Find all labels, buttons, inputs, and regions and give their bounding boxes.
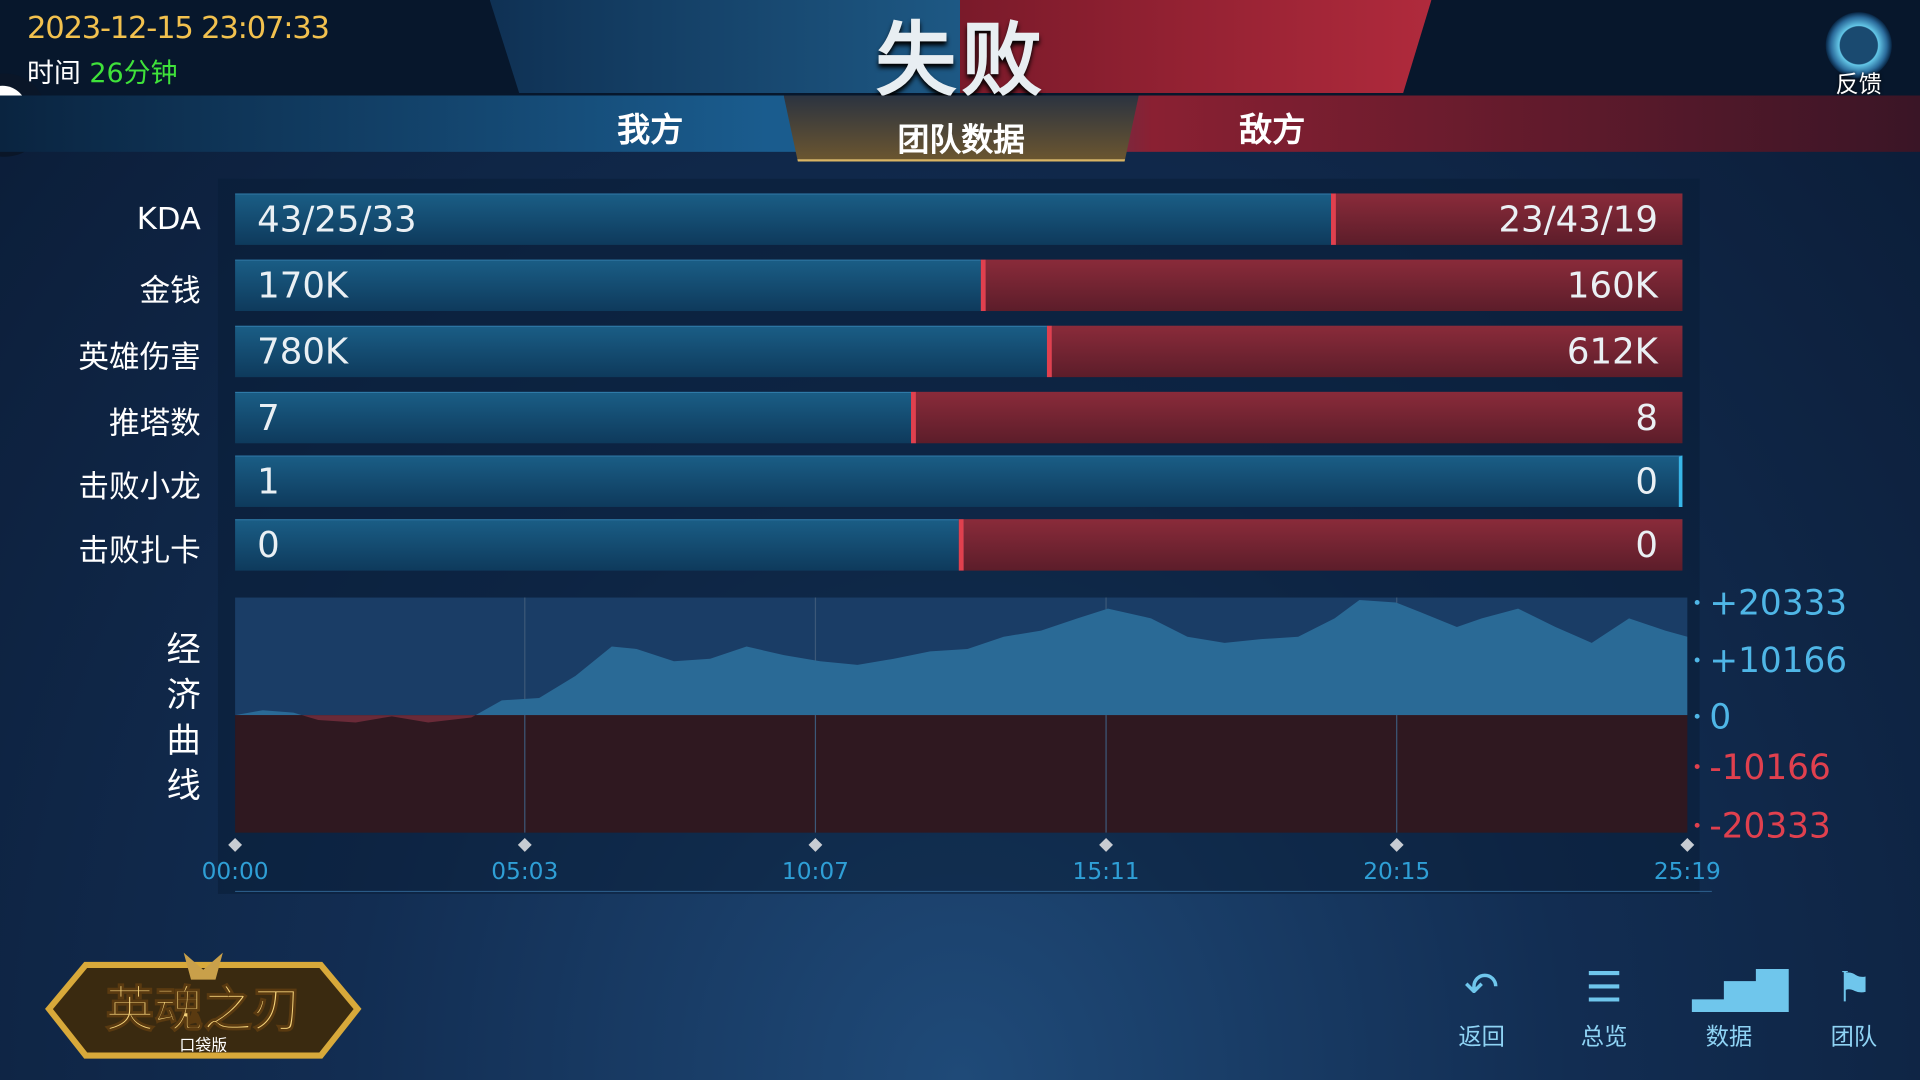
enemy-value: 23/43/19	[1498, 198, 1658, 241]
match-duration: 时间 26分钟	[27, 51, 178, 90]
y-tick-label: 0	[1709, 698, 1731, 738]
negative-region	[235, 715, 1688, 833]
stat-label: 金钱	[139, 273, 201, 309]
ours-value: 1	[257, 460, 280, 503]
nav-label: 返回	[1458, 1023, 1505, 1051]
ours-fill	[235, 259, 981, 312]
result-title: 失败	[875, 13, 1047, 108]
x-tick-marker	[1099, 837, 1113, 852]
enemy-value: 160K	[1566, 264, 1658, 307]
title-banner-right	[960, 0, 1432, 94]
nav-back-arrow-button[interactable]: ↶ 返回	[1445, 965, 1518, 1052]
enemy-fill	[1330, 193, 1683, 245]
nav-label: 团队	[1830, 1023, 1878, 1051]
x-tick-marker	[808, 837, 823, 852]
headset-icon	[1825, 12, 1892, 79]
tab-team-data[interactable]: 团队数据	[783, 95, 1139, 162]
ours-value: 170K	[257, 264, 349, 307]
game-logo: 英魂之刃 口袋版	[45, 952, 362, 1059]
ours-fill	[235, 193, 1331, 245]
enemy-fill	[911, 391, 1683, 444]
flag-icon: ⚑	[1835, 963, 1873, 1013]
x-tick-marker	[517, 837, 532, 852]
x-tick-marker	[1389, 837, 1404, 852]
negative-area	[235, 715, 1688, 723]
nav-flag-button[interactable]: ⚑ 团队	[1817, 965, 1890, 1052]
x-tick-label: 20:15	[1363, 858, 1430, 885]
back-arrow-icon: ↶	[1464, 963, 1500, 1013]
ours-value: 43/25/33	[257, 198, 417, 241]
stat-label: 击败小龙	[78, 468, 201, 505]
ours-fill	[235, 325, 1048, 378]
positive-area	[235, 600, 1688, 716]
y-tick-dot	[1694, 822, 1700, 828]
enemy-fill	[980, 259, 1683, 312]
tab-enemy[interactable]: 敌方	[1239, 111, 1306, 150]
ours-fill	[235, 391, 912, 444]
duration-label: 时间	[26, 58, 81, 90]
y-tick-label: -10166	[1709, 748, 1830, 788]
svg-text:口袋版: 口袋版	[179, 1036, 227, 1055]
enemy-value: 612K	[1566, 330, 1658, 373]
x-tick-marker	[1680, 837, 1695, 852]
y-tick-label: +20333	[1709, 584, 1847, 624]
nav-bar-chart-button[interactable]: ▂▅▇ 数据	[1692, 963, 1789, 1052]
y-tick-dot	[1694, 657, 1700, 663]
ours-value: 7	[257, 396, 280, 439]
feedback-label: 反馈	[1835, 71, 1883, 98]
stat-bar: 43/25/33 23/43/19	[235, 193, 1683, 245]
y-tick-dot	[1694, 713, 1700, 719]
enemy-fill	[958, 519, 1683, 571]
match-datetime: 2023-12-15 23:07:33	[26, 9, 330, 46]
enemy-fill	[1047, 325, 1683, 378]
ours-fill	[235, 455, 1683, 507]
title-banner-left	[489, 0, 980, 94]
x-tick-marker	[228, 837, 243, 852]
enemy-value: 0	[1635, 524, 1658, 566]
nav-list-button[interactable]: ☰ 总览	[1567, 965, 1640, 1052]
list-icon: ☰	[1585, 963, 1623, 1013]
nav-label: 总览	[1580, 1023, 1628, 1051]
tab-ours[interactable]: 我方	[617, 111, 684, 150]
ours-fill	[235, 519, 959, 571]
feedback-button[interactable]: 反馈	[1822, 12, 1895, 98]
x-tick-label: 00:00	[202, 858, 269, 885]
stat-label: 推塔数	[108, 405, 201, 441]
stat-label: KDA	[136, 200, 201, 237]
y-tick-dot	[1694, 764, 1700, 769]
svg-text:英魂之刃: 英魂之刃	[105, 980, 301, 1038]
x-tick-label: 10:07	[782, 858, 849, 885]
x-tick-label: 25:19	[1654, 858, 1721, 885]
bar-chart-icon: ▂▅▇	[1692, 963, 1789, 1013]
duration-value: 26分钟	[89, 58, 178, 90]
stat-bar: 780K 612K	[235, 325, 1683, 378]
ours-value: 0	[257, 524, 280, 566]
chart-title: 经济曲线	[166, 629, 201, 806]
y-tick-label: -20333	[1709, 807, 1830, 847]
y-tick-label: +10166	[1709, 641, 1847, 681]
stat-bar: 170K 160K	[235, 259, 1683, 312]
enemy-value: 0	[1635, 460, 1658, 503]
enemy-value: 8	[1635, 396, 1658, 439]
y-tick-dot	[1694, 600, 1700, 605]
x-tick-label: 15:11	[1073, 858, 1140, 885]
stat-label: 英雄伤害	[78, 339, 201, 375]
ours-value: 780K	[257, 330, 349, 373]
tab-team-data-label: 团队数据	[897, 122, 1025, 160]
nav-label: 数据	[1705, 1023, 1753, 1051]
stat-label: 击败扎卡	[78, 532, 201, 569]
x-tick-label: 05:03	[491, 858, 558, 885]
